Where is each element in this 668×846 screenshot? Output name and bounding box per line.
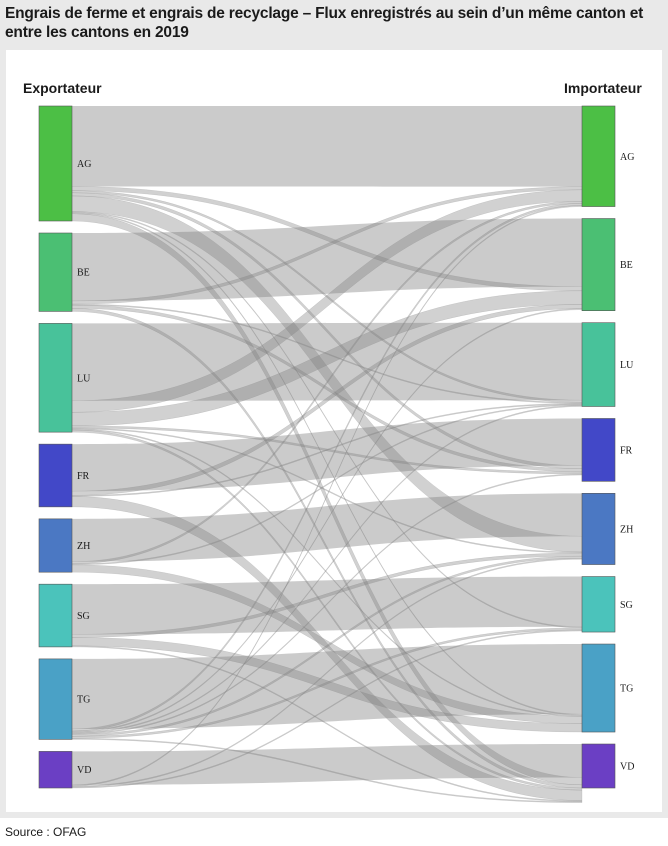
flow-tg-to-vd xyxy=(71,738,583,803)
flow-zh-to-zh xyxy=(72,493,582,562)
importer-node-label-fr: FR xyxy=(620,445,633,456)
exporter-node-label-tg: TG xyxy=(77,695,90,706)
chart-title: Engrais de ferme et engrais de recyclage… xyxy=(5,5,644,41)
exporter-node-label-lu: LU xyxy=(77,373,91,384)
importer-node-sg xyxy=(581,576,616,633)
exporter-node-be xyxy=(38,232,73,312)
importer-node-be xyxy=(581,218,616,312)
source-note: Source : OFAG xyxy=(5,825,87,839)
flow-sg-to-sg xyxy=(72,576,582,635)
flow-lu-to-vd xyxy=(71,429,583,791)
exporter-node-label-be: BE xyxy=(77,268,90,279)
flow-tg-to-tg xyxy=(72,644,582,729)
importer-node-lu xyxy=(581,322,616,407)
exporter-node-lu xyxy=(38,323,73,433)
importer-node-label-tg: TG xyxy=(620,684,633,695)
exporter-node-label-fr: FR xyxy=(77,471,90,482)
exporter-node-ag xyxy=(38,105,73,222)
sankey-diagram: AG BE LU FR ZH SG TG VD AG BE LU FR ZH SG TG VD xyxy=(38,105,634,803)
exporter-node-sg xyxy=(38,583,73,648)
importer-node-label-vd: VD xyxy=(620,762,634,773)
importer-node-vd xyxy=(581,743,616,789)
importer-node-tg xyxy=(581,643,616,733)
exporter-node-label-vd: VD xyxy=(77,765,91,776)
importer-header: Importateur xyxy=(564,80,642,96)
flow-sg-to-vd xyxy=(71,645,583,802)
exporter-node-label-ag: AG xyxy=(77,159,91,170)
importer-node-label-ag: AG xyxy=(620,152,634,163)
exporter-node-vd xyxy=(38,751,73,789)
flow-fr-to-fr xyxy=(72,418,582,492)
flow-lu-to-lu xyxy=(72,322,582,401)
exporter-node-label-zh: ZH xyxy=(77,541,90,552)
flow-links xyxy=(71,106,583,803)
importer-node-zh xyxy=(581,493,616,565)
exporter-node-tg xyxy=(38,658,73,740)
importer-node-label-lu: LU xyxy=(620,360,634,371)
exporter-node-fr xyxy=(38,443,73,508)
importer-node-fr xyxy=(581,418,616,482)
flow-fr-to-vd xyxy=(71,496,583,801)
exporter-node-label-sg: SG xyxy=(77,611,90,622)
importer-node-ag xyxy=(581,105,616,207)
flow-ag-to-ag xyxy=(72,106,582,187)
exporter-node-zh xyxy=(38,518,73,573)
importer-node-label-sg: SG xyxy=(620,600,633,611)
flow-vd-to-vd xyxy=(72,744,582,785)
canton-nodes: AG BE LU FR ZH SG TG VD AG BE LU FR ZH SG TG VD xyxy=(38,105,634,789)
flow-be-to-be xyxy=(72,218,582,301)
importer-node-label-be: BE xyxy=(620,260,633,271)
exporter-header: Exportateur xyxy=(23,80,102,96)
importer-node-label-zh: ZH xyxy=(620,524,633,535)
